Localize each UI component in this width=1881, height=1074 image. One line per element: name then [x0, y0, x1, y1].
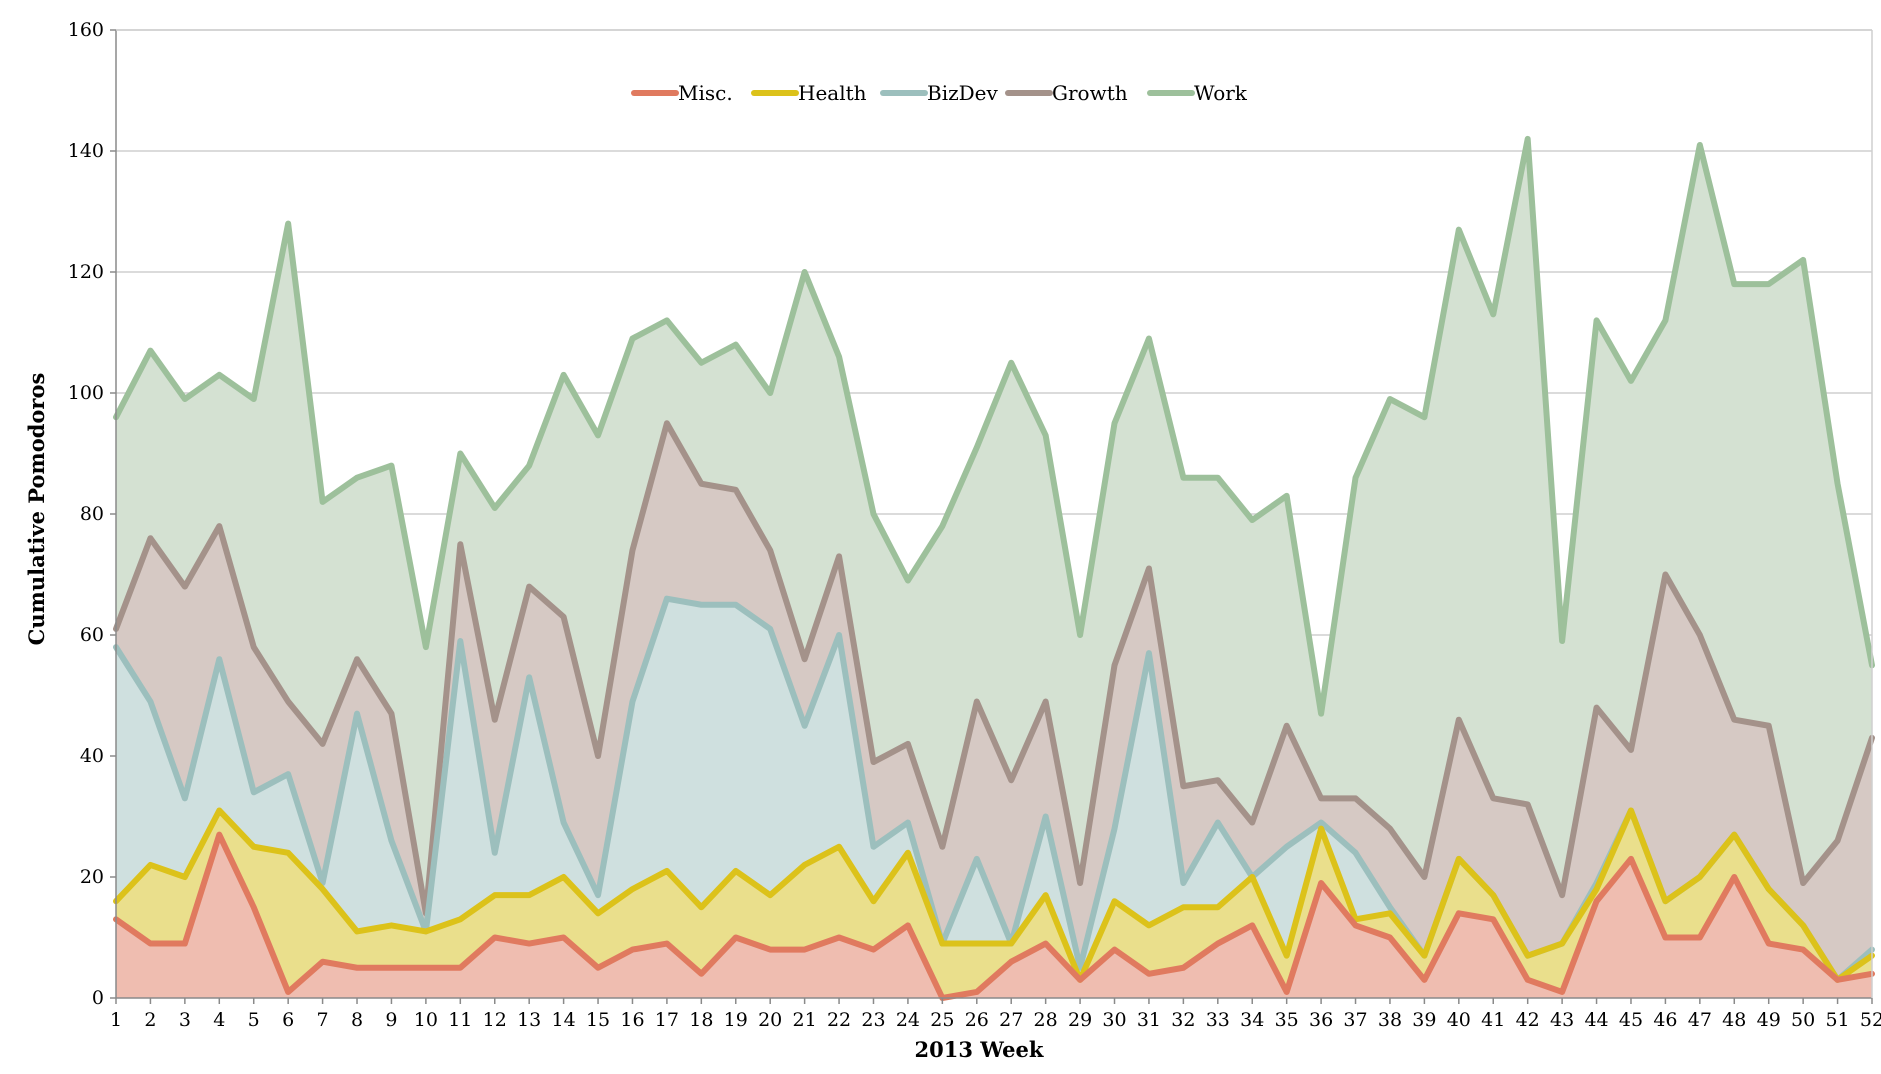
x-tick-label: 1 — [110, 1009, 122, 1031]
x-tick-label: 45 — [1619, 1009, 1643, 1031]
x-tick-label: 10 — [414, 1009, 438, 1031]
x-tick-label: 24 — [896, 1009, 920, 1031]
y-tick-label: 160 — [68, 19, 104, 41]
line-work — [113, 135, 1875, 717]
y-tick-label: 40 — [80, 745, 104, 767]
x-tick-label: 40 — [1447, 1009, 1471, 1031]
x-tick-label: 7 — [317, 1009, 329, 1031]
x-tick-label: 9 — [385, 1009, 397, 1031]
x-tick-label: 22 — [827, 1009, 851, 1031]
legend-label: Work — [1194, 81, 1248, 105]
x-tick-label: 16 — [620, 1009, 644, 1031]
x-tick-label: 39 — [1412, 1009, 1436, 1031]
x-tick-label: 15 — [586, 1009, 610, 1031]
x-tick-label: 23 — [861, 1009, 885, 1031]
x-tick-label: 28 — [1034, 1009, 1058, 1031]
x-tick-label: 25 — [930, 1009, 954, 1031]
series-areas — [116, 138, 1872, 998]
x-tick-label: 29 — [1068, 1009, 1092, 1031]
x-tick-label: 32 — [1171, 1009, 1195, 1031]
x-tick-label: 42 — [1516, 1009, 1540, 1031]
y-tick-label: 0 — [92, 987, 104, 1009]
x-tick-label: 8 — [351, 1009, 363, 1031]
x-tick-label: 4 — [213, 1009, 225, 1031]
x-tick-label: 41 — [1481, 1009, 1505, 1031]
x-tick-label: 14 — [552, 1009, 576, 1031]
x-tick-label: 6 — [282, 1009, 294, 1031]
y-tick-label: 60 — [80, 624, 104, 646]
x-tick-label: 12 — [483, 1009, 507, 1031]
y-tick-label: 20 — [80, 866, 104, 888]
series-lines — [113, 135, 1875, 1001]
x-tick-label: 47 — [1688, 1009, 1712, 1031]
x-tick-label: 26 — [965, 1009, 989, 1031]
y-tick-label: 140 — [68, 140, 104, 162]
x-axis-title: 2013 Week — [915, 1037, 1044, 1062]
line-growth — [113, 420, 1875, 917]
legend-label: Growth — [1052, 81, 1128, 105]
x-tick-label: 50 — [1791, 1009, 1815, 1031]
x-tick-label: 36 — [1309, 1009, 1333, 1031]
y-tick-label: 100 — [68, 382, 104, 404]
line-health — [113, 807, 1875, 983]
x-tick-label: 21 — [793, 1009, 817, 1031]
x-tick-label: 44 — [1584, 1009, 1608, 1031]
y-axis-title: Cumulative Pomodoros — [24, 373, 49, 646]
area-misc — [116, 834, 1872, 998]
x-tick-label: 33 — [1206, 1009, 1230, 1031]
x-tick-label: 17 — [655, 1009, 679, 1031]
line-misc — [113, 831, 1875, 1001]
x-tick-label: 34 — [1240, 1009, 1264, 1031]
legend-label: Misc. — [678, 81, 733, 105]
legend-label: Health — [798, 81, 867, 105]
x-tick-label: 3 — [179, 1009, 191, 1031]
x-tick-label: 27 — [999, 1009, 1023, 1031]
x-tick-label: 38 — [1378, 1009, 1402, 1031]
legend-label: BizDev — [927, 81, 999, 105]
x-tick-label: 48 — [1722, 1009, 1746, 1031]
y-tick-label: 80 — [80, 503, 104, 525]
x-tick-label: 46 — [1653, 1009, 1677, 1031]
legend: Misc. Health BizDev Growth Work — [631, 81, 1248, 105]
x-tick-label: 31 — [1137, 1009, 1161, 1031]
x-tick-labels: 1 2 3 4 5 6 7 8 9 10 11 12 13 14 15 16 17 18 19 20 21 22 23 24 2… — [110, 998, 1881, 1031]
x-tick-label: 51 — [1825, 1009, 1849, 1031]
x-tick-label: 43 — [1550, 1009, 1574, 1031]
x-tick-label: 18 — [689, 1009, 713, 1031]
x-tick-label: 19 — [724, 1009, 748, 1031]
x-tick-label: 52 — [1860, 1009, 1881, 1031]
x-tick-label: 2 — [144, 1009, 156, 1031]
x-tick-label: 20 — [758, 1009, 782, 1031]
y-tick-label: 120 — [68, 261, 104, 283]
x-tick-label: 11 — [448, 1009, 472, 1031]
x-tick-label: 49 — [1757, 1009, 1781, 1031]
x-tick-label: 5 — [248, 1009, 260, 1031]
x-tick-label: 13 — [517, 1009, 541, 1031]
x-tick-label: 37 — [1343, 1009, 1367, 1031]
x-tick-label: 35 — [1275, 1009, 1299, 1031]
x-tick-label: 30 — [1102, 1009, 1126, 1031]
y-tick-labels: 0 20 40 60 80 100 120 140 160 — [68, 19, 116, 1009]
